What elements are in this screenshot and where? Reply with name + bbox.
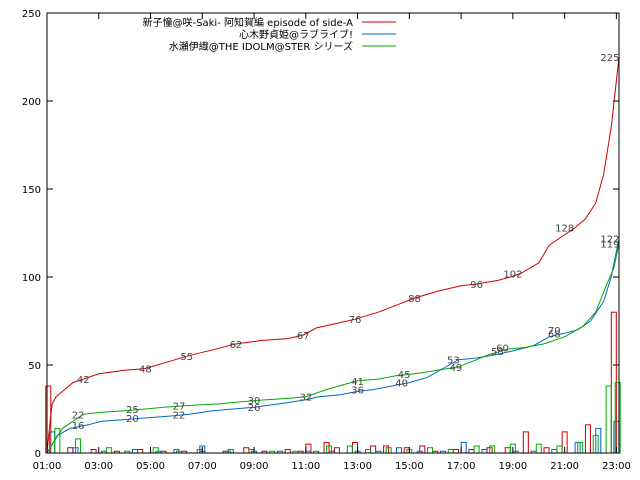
point-label: 41 [351, 377, 364, 388]
x-tick-label: 19:00 [498, 461, 527, 472]
x-tick-label: 07:00 [188, 461, 217, 472]
legend-label: 新子憧@咲-Saki- 阿知賀編 episode of side-A [143, 16, 354, 29]
point-label: 68 [548, 329, 561, 340]
point-label: 45 [398, 370, 411, 381]
point-label: 36 [351, 386, 364, 397]
point-label: 30 [248, 396, 261, 407]
point-label: 49 [450, 363, 463, 374]
point-label: 60 [496, 343, 509, 354]
point-label: 102 [503, 269, 522, 280]
y-tick-label: 250 [22, 9, 41, 20]
y-tick-label: 200 [22, 97, 41, 108]
point-label: 96 [470, 280, 483, 291]
cumulative-line [46, 243, 620, 454]
point-label: 25 [126, 405, 139, 416]
x-tick-label: 21:00 [550, 461, 579, 472]
cumulative-line [46, 56, 620, 454]
y-tick-label: 100 [22, 273, 41, 284]
plot-frame [46, 12, 620, 454]
y-tick-label: 150 [22, 185, 41, 196]
x-tick-label: 23:00 [602, 461, 631, 472]
point-label: 119 [600, 240, 619, 251]
legend: 新子憧@咲-Saki- 阿知賀編 episode of side-A心木野貞姫@… [143, 16, 396, 53]
point-label: 67 [297, 331, 310, 342]
point-label: 22 [72, 410, 85, 421]
x-tick-label: 11:00 [291, 461, 320, 472]
point-label: 225 [600, 53, 619, 64]
x-tick-label: 09:00 [240, 461, 269, 472]
point-labels: 42 48 55 62 67 76 88 96 102 128 225 16 20 22 26 32 36 40 5… [72, 53, 620, 432]
x-tick-label: 05:00 [136, 461, 165, 472]
point-label: 58 [491, 347, 504, 358]
point-label: 20 [126, 414, 139, 425]
point-label: 22 [173, 410, 186, 421]
point-label: 26 [248, 403, 261, 414]
legend-label: 水瀬伊織@THE IDOLM@STER シリーズ [169, 40, 353, 53]
point-label: 88 [408, 294, 421, 305]
cumulative-line [46, 238, 620, 454]
x-tick-label: 13:00 [343, 461, 372, 472]
point-label: 122 [600, 234, 619, 245]
x-tick-label: 15:00 [395, 461, 424, 472]
point-label: 40 [395, 379, 408, 390]
x-tick-label: 01:00 [33, 461, 62, 472]
point-label: 27 [173, 401, 186, 412]
x-tick-label: 03:00 [84, 461, 113, 472]
axes: 0 50 100 150 200 250 01:00 03:00 05:00 07:00 09:00… [22, 9, 631, 472]
point-label: 76 [349, 315, 362, 326]
point-label: 128 [555, 224, 574, 235]
point-label: 48 [139, 365, 152, 376]
point-label: 53 [447, 356, 460, 367]
y-tick-label: 0 [35, 449, 41, 460]
point-label: 70 [548, 326, 561, 337]
point-label: 62 [230, 340, 243, 351]
point-label: 42 [77, 375, 90, 386]
point-label: 32 [299, 393, 312, 404]
point-label: 16 [72, 421, 85, 432]
x-tick-label: 17:00 [447, 461, 476, 472]
cumulative-lines [46, 56, 620, 454]
point-label: 55 [180, 352, 193, 363]
y-tick-label: 50 [28, 361, 41, 372]
legend-label: 心木野貞姫@ラブライブ! [239, 28, 353, 41]
